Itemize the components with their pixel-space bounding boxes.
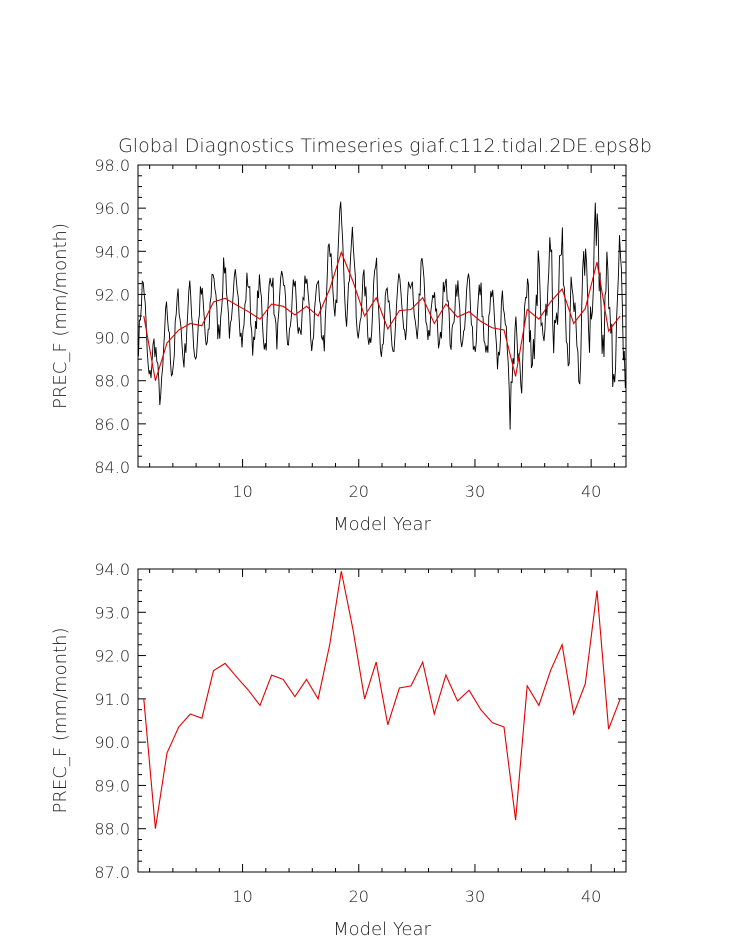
x-tick-label: 20 — [349, 887, 369, 906]
y-tick-label: 94.0 — [94, 242, 130, 261]
y-tick-label: 96.0 — [94, 199, 130, 218]
y-tick-label: 88.0 — [94, 372, 130, 391]
annual-mean-line — [143, 571, 621, 829]
chart-title: Global Diagnostics Timeseries giaf.c112.… — [118, 135, 652, 157]
y-tick-label: 98.0 — [94, 156, 130, 175]
x-tick-label: 10 — [232, 482, 252, 501]
x-tick-label: 40 — [581, 887, 601, 906]
y-tick-label: 87.0 — [94, 863, 130, 882]
y-tick-label: 90.0 — [94, 733, 130, 752]
y-tick-label: 84.0 — [94, 458, 130, 477]
annual-mean-line — [143, 250, 621, 381]
y-tick-label: 92.0 — [94, 285, 130, 304]
top-chart: Global Diagnostics Timeseries giaf.c112.… — [50, 135, 652, 535]
x-axis-label: Model Year — [333, 514, 431, 535]
x-tick-label: 20 — [349, 482, 369, 501]
plot-frame — [137, 164, 627, 468]
y-tick-label: 93.0 — [94, 603, 130, 622]
x-tick-label: 30 — [465, 887, 485, 906]
y-tick-label: 92.0 — [94, 647, 130, 666]
y-tick-label: 91.0 — [94, 690, 130, 709]
y-tick-label: 86.0 — [94, 415, 130, 434]
x-tick-label: 40 — [581, 482, 601, 501]
plot-frame — [137, 568, 627, 873]
y-tick-label: 89.0 — [94, 776, 130, 795]
y-tick-label: 88.0 — [94, 820, 130, 839]
x-tick-label: 10 — [232, 887, 252, 906]
y-tick-label: 94.0 — [94, 560, 130, 579]
y-axis-label: PREC_F (mm/month) — [50, 223, 71, 409]
bottom-chart: 87.0 88.0 89.0 90.0 91.0 92.0 93.0 94.0 10 20 30 40… — [50, 560, 627, 940]
x-axis-label: Model Year — [333, 919, 431, 940]
x-tick-label: 30 — [465, 482, 485, 501]
y-tick-label: 90.0 — [94, 329, 130, 348]
monthly-line — [138, 201, 626, 430]
y-axis-label: PREC_F (mm/month) — [50, 628, 71, 814]
